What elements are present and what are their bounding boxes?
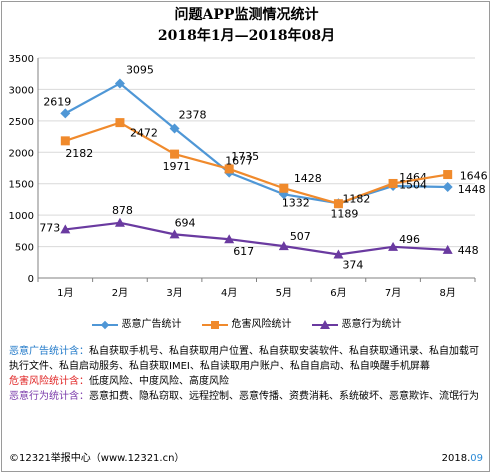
data-point-ad bbox=[60, 108, 71, 119]
x-tick-label: 3月 bbox=[166, 287, 182, 299]
data-point-behavior bbox=[442, 244, 453, 254]
data-label-behavior: 694 bbox=[175, 216, 196, 229]
x-tick-label: 6月 bbox=[330, 287, 346, 299]
data-label-risk: 1428 bbox=[294, 172, 322, 185]
data-label-behavior: 496 bbox=[399, 233, 420, 246]
data-label-ad: 2619 bbox=[43, 95, 71, 108]
legend-item-behavior: 恶意行为统计 bbox=[311, 319, 402, 331]
data-point-risk bbox=[224, 164, 234, 174]
data-point-ad bbox=[114, 78, 125, 89]
y-tick-label: 1000 bbox=[9, 211, 34, 222]
x-tick-label: 1月 bbox=[57, 287, 73, 299]
triangle-marker-icon bbox=[319, 320, 330, 329]
note-risk-head: 危害风险统计含： bbox=[9, 376, 89, 387]
x-tick-label: 8月 bbox=[440, 287, 456, 299]
x-tick-label: 2月 bbox=[112, 287, 128, 299]
data-point-risk bbox=[60, 136, 70, 146]
data-point-behavior bbox=[333, 249, 344, 259]
data-point-behavior bbox=[388, 241, 399, 251]
footer-date: 2018.09 bbox=[442, 452, 483, 466]
data-point-risk bbox=[115, 118, 125, 128]
data-point-risk bbox=[443, 170, 453, 180]
data-point-ad bbox=[169, 123, 180, 134]
data-label-behavior: 507 bbox=[290, 230, 311, 243]
series-line-risk bbox=[64, 121, 448, 205]
legend-label-risk: 危害风险统计 bbox=[231, 319, 292, 330]
data-label-behavior: 617 bbox=[233, 245, 254, 258]
notes-block: 恶意广告统计含：私自获取手机号、私自获取用户位置、私自获取安装软件、私自获取通讯… bbox=[9, 344, 483, 404]
x-tick-label: 4月 bbox=[221, 287, 237, 299]
data-label-ad: 1332 bbox=[282, 196, 310, 209]
data-label-behavior: 448 bbox=[458, 244, 479, 257]
data-label-ad: 1189 bbox=[330, 207, 358, 220]
note-ad-body: 私自获取手机号、私自获取用户位置、私自获取安装软件、私自获取通讯录、私自加载可执… bbox=[9, 346, 479, 372]
data-label-ad: 1677 bbox=[225, 155, 253, 168]
data-label-risk: 1971 bbox=[163, 160, 191, 173]
footer-copyright: ©12321举报中心（www.12321.cn） bbox=[9, 453, 185, 464]
y-tick-label: 0 bbox=[28, 274, 34, 285]
legend-swatch-behavior bbox=[311, 320, 338, 330]
x-tick-label: 7月 bbox=[385, 287, 401, 299]
note-behavior-body: 恶意扣费、隐私窃取、远程控制、恶意传播、资费消耗、系统破坏、恶意欺诈、流氓行为 bbox=[89, 391, 479, 402]
note-ad-head: 恶意广告统计含： bbox=[9, 346, 89, 357]
data-point-behavior bbox=[60, 224, 71, 234]
data-label-ad: 2378 bbox=[179, 109, 207, 122]
square-marker-icon bbox=[210, 321, 219, 329]
diamond-marker-icon bbox=[100, 320, 109, 330]
chart-subtitle: 2018年1月—2018年08月 bbox=[157, 28, 336, 44]
data-label-risk: 1646 bbox=[460, 170, 488, 183]
series-line-behavior bbox=[65, 221, 448, 256]
y-tick-label: 2500 bbox=[9, 117, 34, 128]
legend-swatch-risk bbox=[201, 320, 228, 330]
note-risk-body: 低度风险、中度风险、高度风险 bbox=[89, 376, 229, 387]
y-tick-label: 1500 bbox=[9, 180, 34, 191]
data-label-risk: 1735 bbox=[231, 150, 259, 163]
legend-label-ad: 恶意广告统计 bbox=[121, 319, 182, 330]
data-label-risk: 1504 bbox=[399, 178, 427, 191]
chart-title: 问题APP监测情况统计 bbox=[174, 7, 319, 23]
line-chart: 0 500 1000 1500 2000 2500 3000 3500 1月 2月 3月 4月 5月 6月… bbox=[9, 54, 488, 299]
data-label-ad: 1448 bbox=[458, 183, 486, 196]
data-point-risk bbox=[170, 149, 180, 159]
legend-swatch-ad bbox=[91, 320, 118, 330]
note-ad: 恶意广告统计含：私自获取手机号、私自获取用户位置、私自获取安装软件、私自获取通讯… bbox=[9, 344, 483, 374]
data-point-risk bbox=[333, 199, 343, 209]
data-point-risk bbox=[388, 178, 398, 188]
data-point-behavior bbox=[169, 229, 180, 239]
data-point-behavior bbox=[114, 217, 125, 227]
legend-item-risk: 危害风险统计 bbox=[201, 319, 292, 331]
data-label-behavior: 878 bbox=[112, 204, 133, 217]
chart-legend: 恶意广告统计 危害风险统计 恶意行为统计 bbox=[0, 319, 493, 331]
data-label-risk: 2182 bbox=[65, 147, 93, 160]
note-risk: 危害风险统计含：低度风险、中度风险、高度风险 bbox=[9, 374, 483, 389]
data-label-ad: 3095 bbox=[126, 63, 154, 76]
series-line-ad bbox=[64, 82, 448, 205]
x-tick-label: 5月 bbox=[276, 287, 292, 299]
y-tick-label: 3000 bbox=[9, 85, 34, 96]
note-behavior-head: 恶意行为统计含： bbox=[9, 391, 89, 402]
data-point-ad bbox=[442, 181, 453, 192]
legend-item-ad: 恶意广告统计 bbox=[91, 319, 182, 331]
footer-date-highlight: 09 bbox=[470, 453, 483, 464]
data-label-behavior: 374 bbox=[342, 258, 363, 271]
data-label-risk: 2472 bbox=[130, 127, 158, 140]
data-point-behavior bbox=[278, 241, 289, 251]
legend-label-behavior: 恶意行为统计 bbox=[341, 319, 402, 330]
data-label-risk: 1182 bbox=[342, 193, 370, 206]
footer-date-main: 2018. bbox=[441, 453, 471, 464]
data-label-behavior: 773 bbox=[39, 221, 60, 234]
data-point-risk bbox=[279, 183, 289, 193]
note-behavior: 恶意行为统计含：恶意扣费、隐私窃取、远程控制、恶意传播、资费消耗、系统破坏、恶意… bbox=[9, 389, 483, 404]
data-point-behavior bbox=[224, 234, 235, 244]
y-tick-label: 3500 bbox=[9, 54, 34, 65]
y-tick-label: 2000 bbox=[9, 148, 34, 159]
y-tick-label: 500 bbox=[15, 243, 34, 254]
